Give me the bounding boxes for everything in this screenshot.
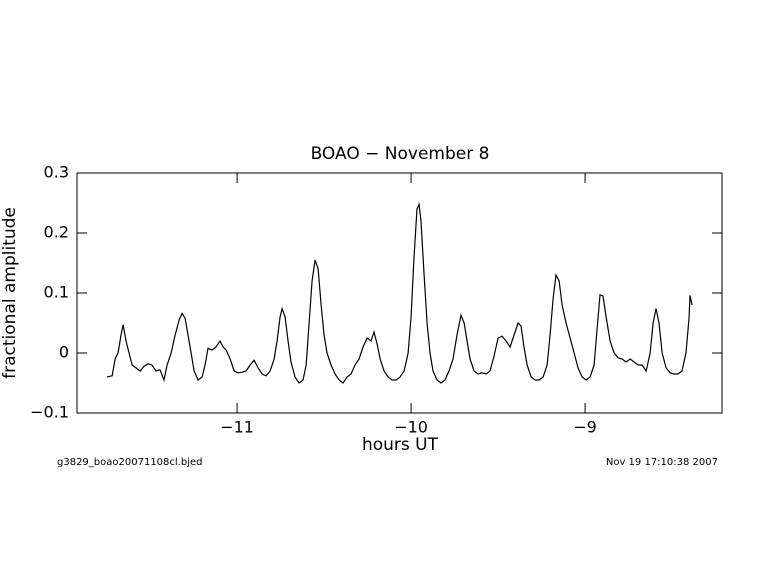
x-axis-label: hours UT — [362, 435, 439, 455]
y-tick-label: 0.1 — [44, 283, 69, 302]
x-tick-label: −9 — [573, 418, 597, 437]
footer-file: g3829_boao20071108cl.bjed — [57, 457, 203, 468]
footer-date: Nov 19 17:10:38 2007 — [606, 457, 718, 468]
data-line — [106, 201, 693, 384]
y-tick-label: 0.2 — [44, 223, 69, 242]
y-axis-label: fractional amplitude — [0, 207, 20, 379]
y-tick-label: −0.1 — [30, 403, 69, 422]
x-tick-label: −10 — [394, 418, 428, 437]
y-tick-label: 0.3 — [44, 163, 69, 182]
x-tick-label: −11 — [220, 418, 254, 437]
y-tick-label: 0 — [59, 343, 69, 362]
chart-title: BOAO − November 8 — [311, 144, 490, 164]
